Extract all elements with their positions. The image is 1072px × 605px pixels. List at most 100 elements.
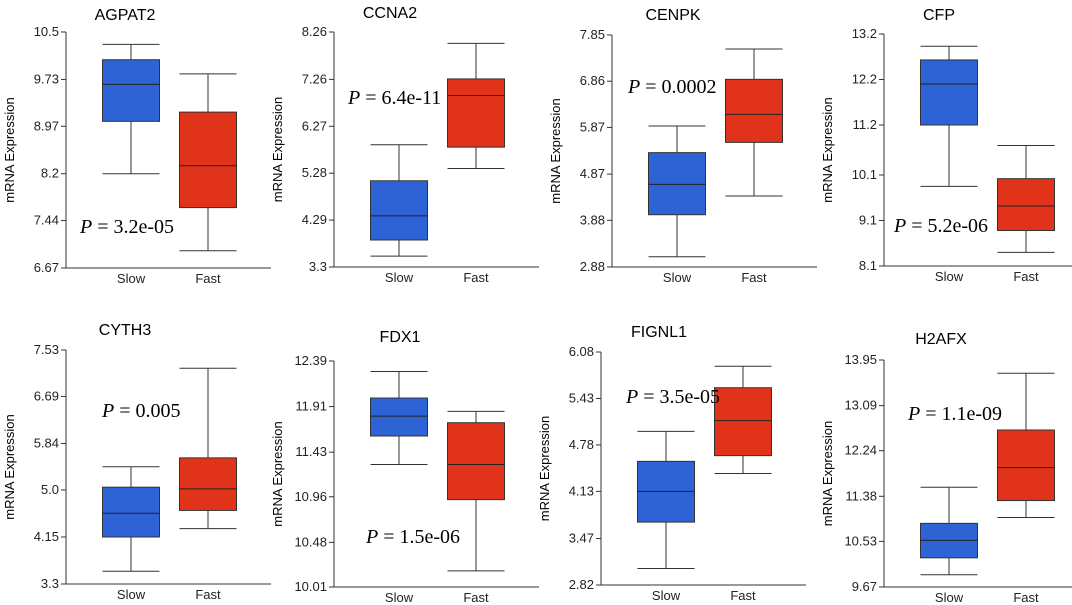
panel-h2afx: H2AFX mRNA Expression 13.95 13.09 12.24 11.38… — [820, 331, 1072, 605]
y-tick-label: 6.08 — [569, 344, 594, 359]
y-axis-label: mRNA Expression — [270, 97, 285, 202]
y-tick-label: 8.26 — [302, 24, 327, 39]
panel-cfp: CFP mRNA Expression 13.2 12.2 11.2 10.1 9.1 8.1… — [820, 7, 1072, 284]
x-category-label: Fast — [1013, 269, 1039, 284]
p-label: P — [625, 386, 638, 408]
p-label: P — [79, 216, 92, 238]
y-tick-label: 10.1 — [852, 167, 877, 182]
y-tick-label: 13.95 — [844, 352, 877, 367]
box-fast — [179, 73, 237, 252]
y-axis-label: mRNA Expression — [820, 421, 835, 526]
y-tick-label: 4.13 — [569, 483, 594, 498]
box-fast — [447, 42, 505, 169]
box-fast — [714, 365, 772, 475]
box-body — [725, 78, 783, 143]
box-body — [997, 429, 1055, 502]
box-body — [714, 387, 772, 457]
y-tick-label: 6.27 — [302, 118, 327, 133]
box-body — [920, 59, 978, 126]
y-tick-label: 3.3 — [41, 576, 59, 591]
panel-agpat2: AGPAT2 mRNA Expression 10.5 9.73 8.97 8.2 7.44… — [2, 7, 271, 286]
y-tick-label: 7.53 — [34, 342, 59, 357]
p-value-annotation: P = 3.5e-05 — [625, 386, 720, 408]
y-tick-label: 8.97 — [34, 118, 59, 133]
box-body — [102, 486, 160, 538]
box-slow — [102, 466, 160, 572]
p-value: = 1.5e-06 — [378, 526, 460, 548]
p-value-annotation: P = 5.2e-06 — [893, 215, 988, 237]
y-tick-label: 4.87 — [580, 166, 605, 181]
x-category-label: Slow — [385, 270, 414, 285]
p-value: = 1.1e-09 — [920, 403, 1002, 425]
y-tick-label: 9.1 — [859, 213, 877, 228]
y-tick-label: 3.47 — [569, 531, 594, 546]
p-label: P — [907, 403, 920, 425]
y-tick-label: 5.28 — [302, 165, 327, 180]
y-tick-label: 5.87 — [580, 119, 605, 134]
y-tick-label: 6.69 — [34, 388, 59, 403]
box-fast — [179, 367, 237, 530]
panel-title: CFP — [923, 7, 955, 24]
y-tick-label: 7.85 — [580, 27, 605, 42]
x-category-label: Fast — [730, 588, 756, 603]
box-fast — [997, 144, 1055, 253]
x-category-label: Slow — [385, 590, 414, 605]
p-value-annotation: P = 3.2e-05 — [79, 216, 174, 238]
y-tick-label: 7.44 — [34, 213, 59, 228]
y-tick-label: 10.01 — [294, 579, 327, 594]
y-tick-label: 9.67 — [852, 579, 877, 594]
x-category-label: Fast — [195, 587, 221, 602]
p-label: P — [347, 87, 360, 109]
y-tick-label: 10.96 — [294, 489, 327, 504]
y-tick-label: 6.86 — [580, 73, 605, 88]
x-category-label: Slow — [663, 270, 692, 285]
panel-title: AGPAT2 — [95, 7, 156, 24]
p-value: = 6.4e-11 — [360, 87, 441, 109]
y-tick-label: 9.73 — [34, 71, 59, 86]
y-axis-label: mRNA Expression — [270, 421, 285, 526]
y-tick-label: 2.88 — [580, 259, 605, 274]
x-category-label: Slow — [117, 587, 146, 602]
p-value-annotation: P = 1.5e-06 — [365, 526, 460, 548]
p-value: = 3.5e-05 — [638, 386, 720, 408]
box-body — [102, 59, 160, 122]
y-tick-label: 2.82 — [569, 577, 594, 592]
p-label: P — [893, 215, 906, 237]
y-tick-label: 10.53 — [844, 533, 877, 548]
panel-title: CYTH3 — [99, 322, 152, 339]
y-axis-label: mRNA Expression — [537, 416, 552, 521]
p-label: P — [365, 526, 378, 548]
panel-title: FDX1 — [380, 329, 421, 346]
box-body — [648, 152, 706, 216]
box-body — [447, 78, 505, 148]
y-tick-label: 10.48 — [294, 534, 327, 549]
p-value: = 5.2e-06 — [906, 215, 988, 237]
y-tick-label: 11.91 — [295, 399, 327, 414]
p-value: = 0.005 — [114, 400, 180, 422]
panel-cenpk: CENPK mRNA Expression 7.85 6.86 5.87 4.87 3.88… — [548, 7, 817, 285]
y-tick-label: 5.0 — [41, 482, 59, 497]
box-slow — [648, 125, 706, 258]
y-tick-label: 6.67 — [34, 260, 59, 275]
y-tick-label: 3.88 — [580, 212, 605, 227]
panel-title: CENPK — [645, 7, 700, 24]
y-tick-label: 8.1 — [859, 258, 877, 273]
p-label: P — [627, 76, 640, 98]
x-category-label: Fast — [463, 590, 489, 605]
panel-title: H2AFX — [915, 331, 967, 348]
y-tick-label: 4.29 — [302, 212, 327, 227]
x-category-label: Fast — [463, 270, 489, 285]
y-tick-label: 8.2 — [41, 166, 59, 181]
x-category-label: Fast — [741, 270, 767, 285]
panel-title: FIGNL1 — [631, 324, 687, 341]
y-tick-label: 10.5 — [34, 24, 59, 39]
box-body — [447, 422, 505, 501]
panel-ccna2: CCNA2 mRNA Expression 8.26 7.26 6.27 5.28 4.29… — [270, 5, 539, 285]
box-slow — [920, 45, 978, 187]
y-axis-label: mRNA Expression — [2, 414, 17, 519]
y-tick-label: 12.24 — [844, 443, 877, 458]
box-slow — [102, 43, 160, 175]
x-category-label: Slow — [935, 590, 964, 605]
y-tick-label: 11.38 — [845, 488, 877, 503]
